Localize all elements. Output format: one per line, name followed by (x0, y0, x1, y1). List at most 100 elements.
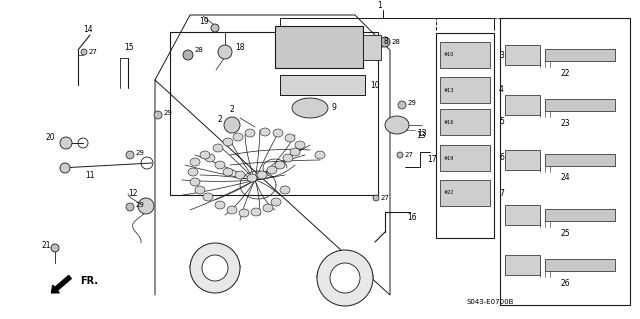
Ellipse shape (267, 166, 277, 174)
Ellipse shape (213, 144, 223, 152)
Text: 1: 1 (378, 2, 382, 11)
Text: 27: 27 (381, 195, 390, 201)
Ellipse shape (275, 161, 285, 169)
Circle shape (211, 24, 219, 32)
Text: #16: #16 (444, 120, 454, 124)
Text: #13: #13 (444, 87, 454, 93)
Bar (545, 154, 615, 166)
Circle shape (81, 49, 87, 55)
Circle shape (380, 37, 390, 47)
Ellipse shape (292, 98, 328, 118)
Bar (436, 33, 494, 238)
Bar (505, 45, 540, 65)
Ellipse shape (263, 204, 273, 212)
Text: S043-E0700B: S043-E0700B (467, 299, 514, 305)
Circle shape (218, 45, 232, 59)
Text: 5: 5 (499, 117, 504, 127)
Text: 2: 2 (230, 106, 235, 115)
Bar (505, 255, 540, 275)
Text: FR.: FR. (80, 276, 98, 286)
Text: 22: 22 (560, 69, 570, 78)
Text: 4: 4 (499, 85, 504, 94)
Text: 13: 13 (416, 130, 426, 139)
Ellipse shape (385, 116, 409, 134)
Text: 20: 20 (46, 132, 56, 142)
Text: 27: 27 (405, 152, 414, 158)
Ellipse shape (190, 178, 200, 186)
Ellipse shape (273, 129, 283, 137)
Bar (275, 26, 363, 68)
Ellipse shape (215, 201, 225, 209)
Ellipse shape (235, 171, 245, 179)
Ellipse shape (188, 168, 198, 176)
Text: 29: 29 (408, 100, 417, 106)
Text: 11: 11 (85, 172, 95, 181)
Ellipse shape (315, 151, 325, 159)
Ellipse shape (223, 168, 233, 176)
Text: #22: #22 (444, 190, 454, 196)
Text: 14: 14 (83, 26, 93, 34)
Text: 6: 6 (499, 153, 504, 162)
Bar (545, 209, 615, 221)
Ellipse shape (195, 186, 205, 194)
Circle shape (138, 198, 154, 214)
Ellipse shape (227, 206, 237, 214)
Circle shape (60, 137, 72, 149)
Ellipse shape (223, 138, 233, 146)
Bar (280, 75, 365, 95)
Bar (440, 77, 490, 103)
Bar (440, 42, 490, 68)
Bar (363, 35, 381, 60)
Circle shape (202, 255, 228, 281)
Text: 18: 18 (235, 42, 244, 51)
Text: 26: 26 (560, 278, 570, 287)
Text: 21: 21 (41, 241, 51, 249)
Bar (440, 145, 490, 171)
Ellipse shape (257, 171, 267, 179)
Ellipse shape (290, 148, 300, 156)
Ellipse shape (215, 161, 225, 169)
Ellipse shape (285, 134, 295, 142)
Circle shape (398, 101, 406, 109)
Circle shape (373, 195, 379, 201)
Circle shape (397, 152, 403, 158)
Circle shape (317, 250, 373, 306)
Ellipse shape (295, 141, 305, 149)
Bar (545, 259, 615, 271)
Circle shape (190, 243, 240, 293)
Text: 28: 28 (392, 39, 401, 45)
Text: 17: 17 (427, 154, 436, 164)
Ellipse shape (245, 129, 255, 137)
Ellipse shape (247, 174, 257, 182)
Ellipse shape (190, 158, 200, 166)
Circle shape (51, 244, 59, 252)
Ellipse shape (203, 193, 213, 201)
Text: 9: 9 (332, 103, 337, 113)
Bar (440, 180, 490, 206)
Circle shape (330, 263, 360, 293)
Circle shape (154, 111, 162, 119)
Bar (505, 150, 540, 170)
Text: 15: 15 (124, 43, 134, 53)
Ellipse shape (205, 154, 215, 162)
Circle shape (60, 163, 70, 173)
Circle shape (126, 151, 134, 159)
Text: 8: 8 (383, 38, 388, 47)
Ellipse shape (251, 208, 261, 216)
Bar (440, 109, 490, 135)
Text: 19: 19 (199, 18, 209, 26)
Ellipse shape (200, 151, 210, 159)
Text: #19: #19 (444, 155, 454, 160)
Ellipse shape (239, 209, 249, 217)
Text: 29: 29 (136, 202, 145, 208)
Bar (170, 32, 378, 195)
FancyArrow shape (51, 276, 71, 293)
Text: 13: 13 (417, 129, 427, 137)
Text: 2: 2 (218, 115, 223, 124)
Bar (505, 95, 540, 115)
Circle shape (183, 50, 193, 60)
Bar (545, 99, 615, 111)
Circle shape (126, 203, 134, 211)
Text: 27: 27 (89, 49, 98, 55)
Text: 28: 28 (195, 47, 204, 53)
